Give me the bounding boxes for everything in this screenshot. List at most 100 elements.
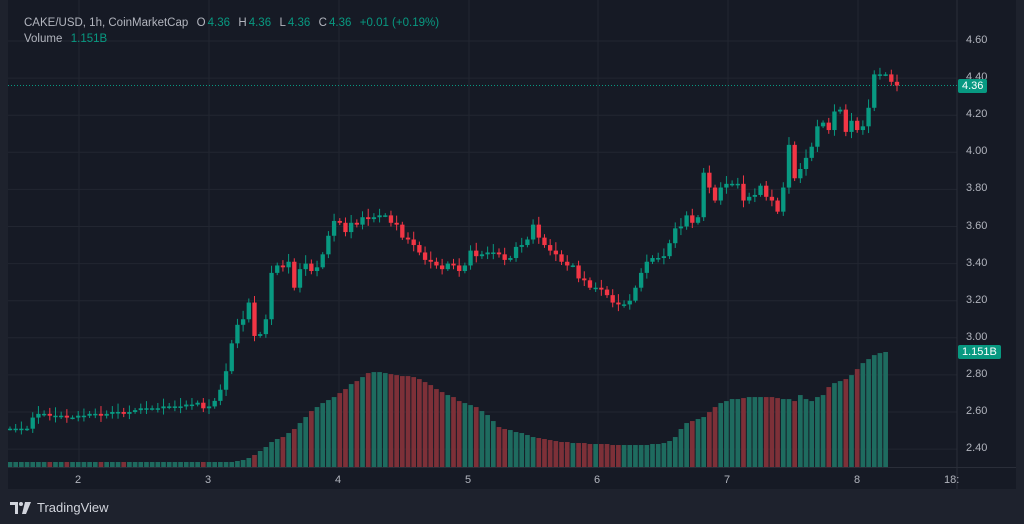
candle-body xyxy=(547,245,553,251)
volume-bar xyxy=(718,403,724,467)
volume-bar xyxy=(30,462,36,467)
high-label: H xyxy=(238,17,247,29)
volume-bar xyxy=(547,440,553,467)
candle-body xyxy=(593,287,598,290)
candle-body xyxy=(712,187,718,201)
volume-bar xyxy=(286,433,291,467)
candle-body xyxy=(599,287,604,290)
volume-bar xyxy=(678,429,684,467)
volume-bar xyxy=(240,460,246,467)
candle-body xyxy=(644,261,649,273)
volume-bar xyxy=(246,458,252,467)
chart-legend: CAKE/USD, 1h, CoinMarketCap O 4.36 H 4.36 … xyxy=(24,15,441,47)
candle-body xyxy=(59,415,64,418)
volume-bar xyxy=(456,401,462,467)
candle-body xyxy=(297,269,303,288)
candle-body xyxy=(76,415,81,418)
candle-body xyxy=(218,389,223,401)
volume-bar xyxy=(530,437,536,467)
volume-bar xyxy=(172,462,178,467)
candle-body xyxy=(786,144,792,188)
candle-body xyxy=(536,224,541,238)
volume-bar xyxy=(570,443,576,467)
candle-body xyxy=(616,302,621,305)
volume-bar xyxy=(36,462,41,467)
candle-body xyxy=(422,252,428,260)
volume-bar xyxy=(365,373,371,467)
volume-bar xyxy=(502,429,508,467)
volume-bar xyxy=(780,399,786,467)
candle-body xyxy=(741,183,746,201)
volume-bar xyxy=(309,411,314,467)
candle-body xyxy=(860,126,866,131)
chart-canvas[interactable] xyxy=(8,0,1016,489)
candle-body xyxy=(747,196,752,201)
volume-bar xyxy=(445,395,451,467)
volume-bar xyxy=(809,401,815,467)
price-chart[interactable]: CAKE/USD, 1h, CoinMarketCap O 4.36 H 4.36 … xyxy=(8,0,1016,489)
candle-body xyxy=(258,334,263,336)
volume-bar xyxy=(195,462,200,467)
volume-bar xyxy=(320,403,326,467)
candle-body xyxy=(411,239,416,246)
volume-bar xyxy=(559,442,564,467)
candle-body xyxy=(633,287,638,301)
candle-body xyxy=(98,413,104,416)
volume-bar xyxy=(650,444,655,467)
volume-bar xyxy=(860,363,866,467)
volume-bar xyxy=(820,395,826,467)
volume-bar xyxy=(843,379,849,467)
candle-body xyxy=(383,215,388,217)
candle-body xyxy=(286,261,291,268)
volume-bar xyxy=(75,462,81,467)
volume-bar xyxy=(331,397,337,467)
volume-label[interactable]: Volume xyxy=(24,33,63,45)
symbol-title[interactable]: CAKE/USD, 1h, CoinMarketCap xyxy=(24,17,189,29)
volume-bar xyxy=(360,377,365,467)
close-value: 4.36 xyxy=(328,17,352,29)
candle-body xyxy=(8,428,13,431)
candle-body xyxy=(343,222,348,233)
volume-bar xyxy=(212,462,218,467)
volume-bar xyxy=(121,462,127,467)
volume-bar xyxy=(553,441,559,467)
candle-body xyxy=(309,263,314,272)
volume-bar xyxy=(786,399,792,467)
y-tick-label: 3.60 xyxy=(966,219,988,232)
volume-bar xyxy=(87,462,92,467)
candle-body xyxy=(701,172,706,218)
x-tick-label: 3 xyxy=(205,474,212,486)
volume-bar xyxy=(269,442,274,467)
candle-body xyxy=(144,408,149,410)
volume-bar xyxy=(695,419,701,467)
y-tick-label: 3.20 xyxy=(966,293,988,306)
volume-bar xyxy=(593,444,598,467)
candle-body xyxy=(195,402,200,405)
x-tick-label: 4 xyxy=(335,474,342,486)
candle-body xyxy=(479,254,485,257)
candle-body xyxy=(326,235,331,255)
candle-body xyxy=(781,187,786,212)
candle-body xyxy=(178,406,183,408)
volume-bar xyxy=(815,397,820,467)
candle-body xyxy=(184,404,189,407)
x-tick-label: 18: xyxy=(944,474,960,486)
last-volume-tag: 1.151B xyxy=(958,345,1001,359)
candle-body xyxy=(866,107,871,127)
candle-body xyxy=(417,245,422,253)
candle-body xyxy=(718,187,723,201)
volume-bar xyxy=(399,376,405,467)
volume-bar xyxy=(354,381,360,467)
candle-body xyxy=(320,254,325,268)
open-value: 4.36 xyxy=(207,17,230,29)
volume-bar xyxy=(422,382,428,467)
volume-bar xyxy=(581,443,587,467)
tradingview-logo[interactable]: TradingView xyxy=(10,500,109,515)
volume-bar xyxy=(451,397,456,467)
volume-bar xyxy=(866,359,871,467)
volume-bar xyxy=(672,437,678,467)
volume-value: 1.151B xyxy=(70,33,108,45)
volume-bar xyxy=(115,462,121,467)
candle-body xyxy=(684,215,689,227)
candle-body xyxy=(582,278,587,281)
